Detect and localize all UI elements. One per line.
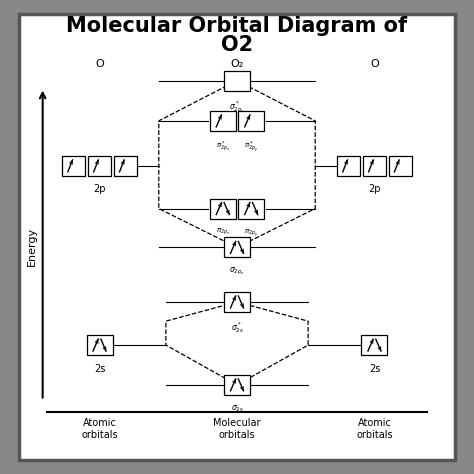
Bar	[210, 199, 236, 219]
Text: $\pi_{2p_y}$: $\pi_{2p_y}$	[244, 227, 258, 238]
Bar	[238, 199, 264, 219]
Text: $\sigma_{2p_z}$: $\sigma_{2p_z}$	[229, 266, 245, 277]
Bar	[62, 156, 85, 176]
Bar	[86, 335, 112, 355]
Text: 2s: 2s	[369, 364, 380, 374]
Text: $\sigma_{2s}$: $\sigma_{2s}$	[230, 403, 244, 414]
FancyBboxPatch shape	[19, 14, 455, 460]
Bar	[210, 111, 236, 131]
Text: Atomic
orbitals: Atomic orbitals	[356, 418, 393, 440]
Text: Molecular
orbitals: Molecular orbitals	[213, 418, 261, 440]
Bar	[361, 335, 387, 355]
Bar	[337, 156, 360, 176]
Text: Atomic
orbitals: Atomic orbitals	[81, 418, 118, 440]
Text: 2s: 2s	[94, 364, 105, 374]
Text: 2p: 2p	[368, 184, 381, 194]
Bar	[224, 237, 250, 257]
Text: $\pi^*_{2p_y}$: $\pi^*_{2p_y}$	[244, 139, 258, 155]
Bar	[114, 156, 137, 176]
Bar	[88, 156, 111, 176]
Text: Molecular Orbital Diagram of: Molecular Orbital Diagram of	[66, 16, 408, 36]
Text: O2: O2	[221, 35, 253, 55]
Text: Energy: Energy	[27, 227, 37, 266]
Text: $\pi_{2p_x}$: $\pi_{2p_x}$	[217, 227, 231, 237]
Text: $\pi^*_{2p_x}$: $\pi^*_{2p_x}$	[217, 139, 231, 154]
Text: O₂: O₂	[230, 59, 244, 69]
Text: O: O	[370, 59, 379, 69]
Bar	[224, 71, 250, 91]
Text: $\sigma^*_{2s}$: $\sigma^*_{2s}$	[230, 320, 244, 335]
Bar	[238, 111, 264, 131]
Bar	[224, 292, 250, 312]
Text: 2p: 2p	[93, 184, 106, 194]
Bar	[224, 375, 250, 395]
Text: O: O	[95, 59, 104, 69]
Text: $\sigma^*_{2p_z}$: $\sigma^*_{2p_z}$	[229, 99, 245, 115]
Bar	[389, 156, 412, 176]
Bar	[363, 156, 386, 176]
